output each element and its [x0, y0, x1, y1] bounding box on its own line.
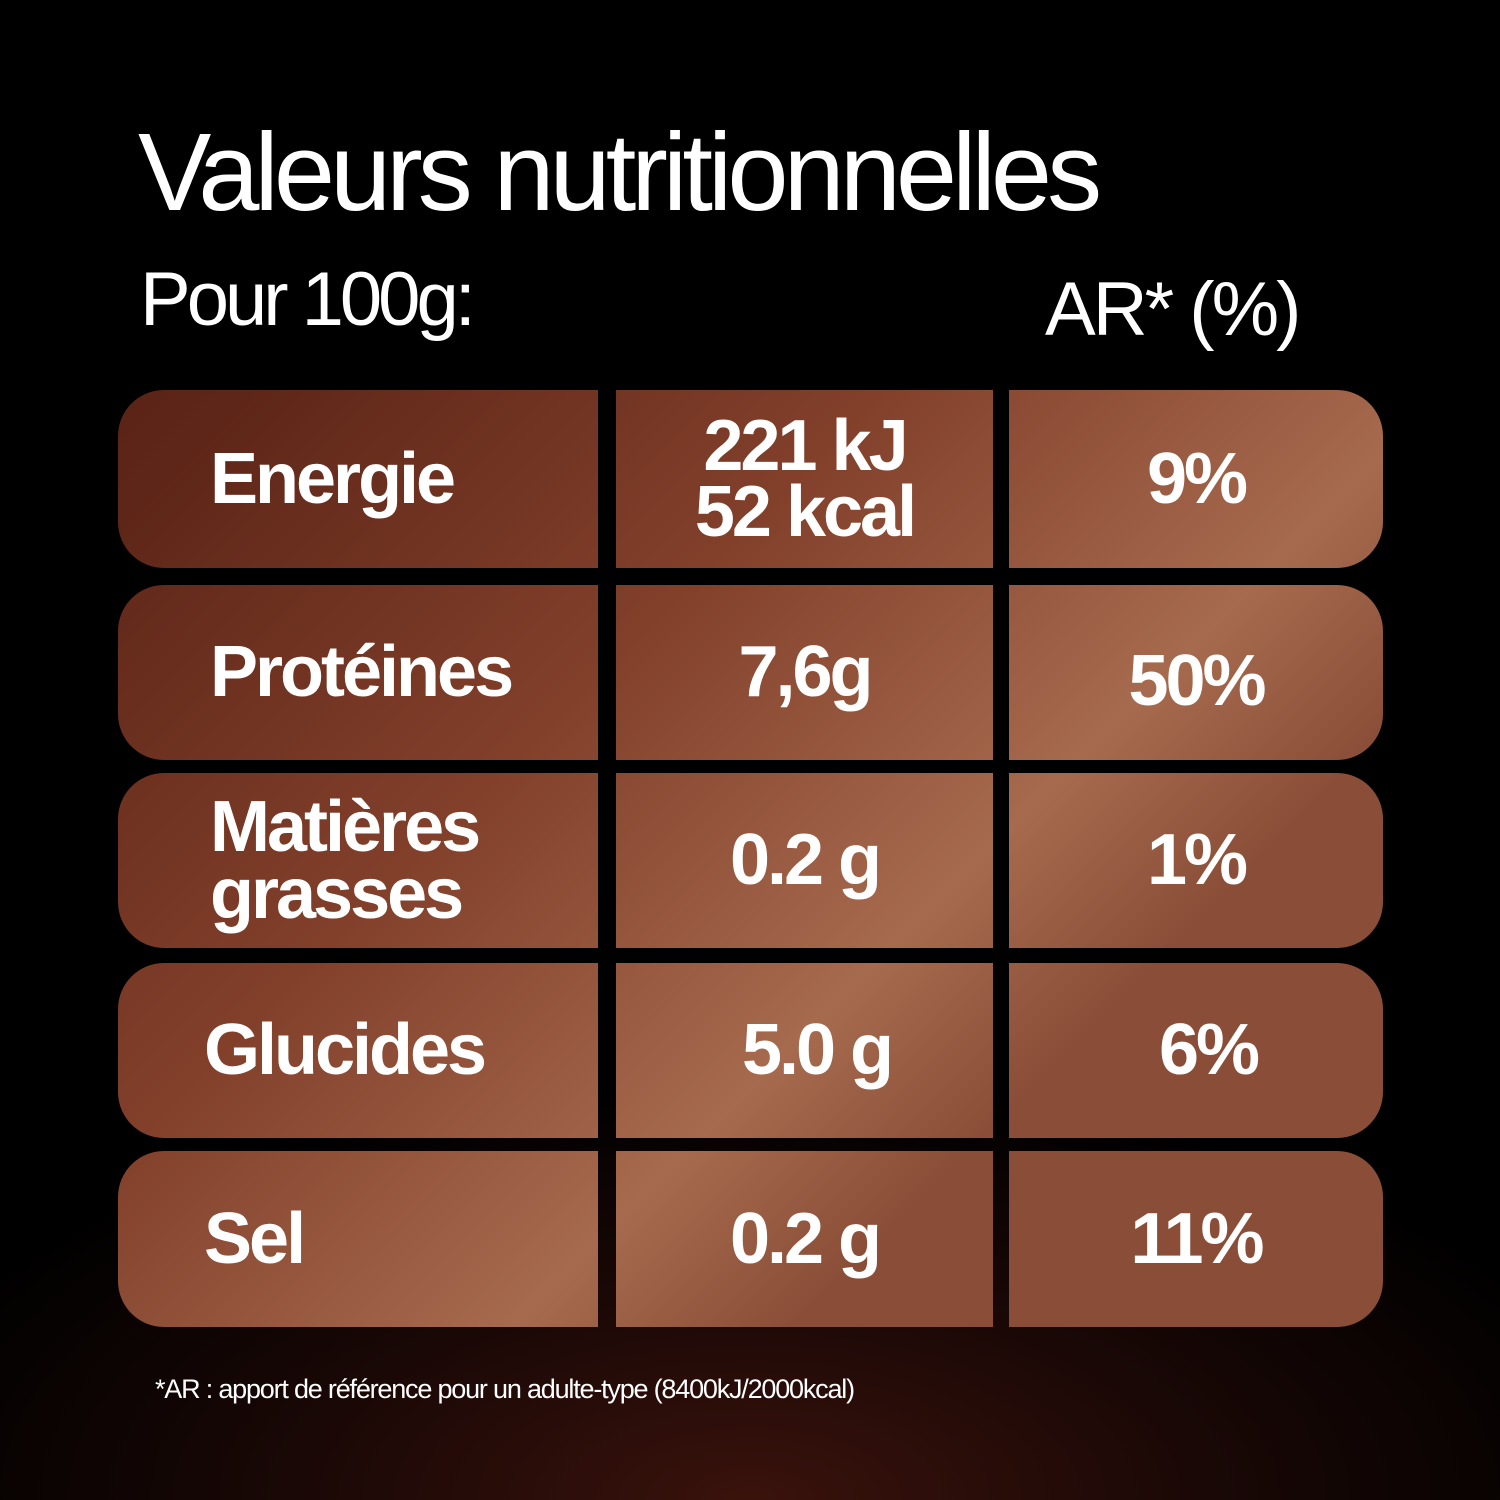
- page-title: Valeurs nutritionnelles: [138, 111, 1102, 234]
- ar-percent: 1%: [1009, 773, 1383, 948]
- table-row: Glucides 5.0 g 6%: [118, 963, 1383, 1138]
- nutrient-name: Sel: [118, 1151, 598, 1327]
- nutrient-value: 221 kJ 52 kcal: [616, 390, 993, 568]
- table-row: Protéines 7,6g 50%: [118, 585, 1383, 760]
- nutrient-value: 7,6g: [616, 585, 993, 760]
- table-row: Matières grasses 0.2 g 1%: [118, 773, 1383, 948]
- value-kcal: 52 kcal: [694, 472, 917, 552]
- nutrient-name: Matières grasses: [118, 773, 598, 948]
- nutrient-name-line2: grasses: [210, 853, 464, 934]
- nutrient-name: Protéines: [118, 585, 598, 760]
- ar-percent: 50%: [1009, 585, 1383, 760]
- ar-percent: 6%: [1009, 963, 1383, 1138]
- per-100g-label: Pour 100g:: [140, 257, 476, 342]
- value-kj: 221 kJ: [703, 405, 908, 486]
- nutrient-name: Glucides: [118, 963, 598, 1138]
- ar-percent: 11%: [1009, 1151, 1383, 1327]
- table-row: Sel 0.2 g 11%: [118, 1151, 1383, 1327]
- table-row: Energie 221 kJ 52 kcal 9%: [118, 390, 1383, 568]
- ar-header: AR* (%): [1045, 267, 1301, 352]
- footnote: *AR : apport de référence pour un adulte…: [155, 1374, 855, 1404]
- nutrient-value: 0.2 g: [616, 773, 993, 948]
- nutrient-value: 0.2 g: [616, 1151, 993, 1327]
- nutrient-value: 5.0 g: [616, 963, 993, 1138]
- ar-percent: 9%: [1009, 390, 1383, 568]
- nutrient-name-line1: Matières: [210, 787, 481, 868]
- nutrient-name: Energie: [118, 390, 598, 568]
